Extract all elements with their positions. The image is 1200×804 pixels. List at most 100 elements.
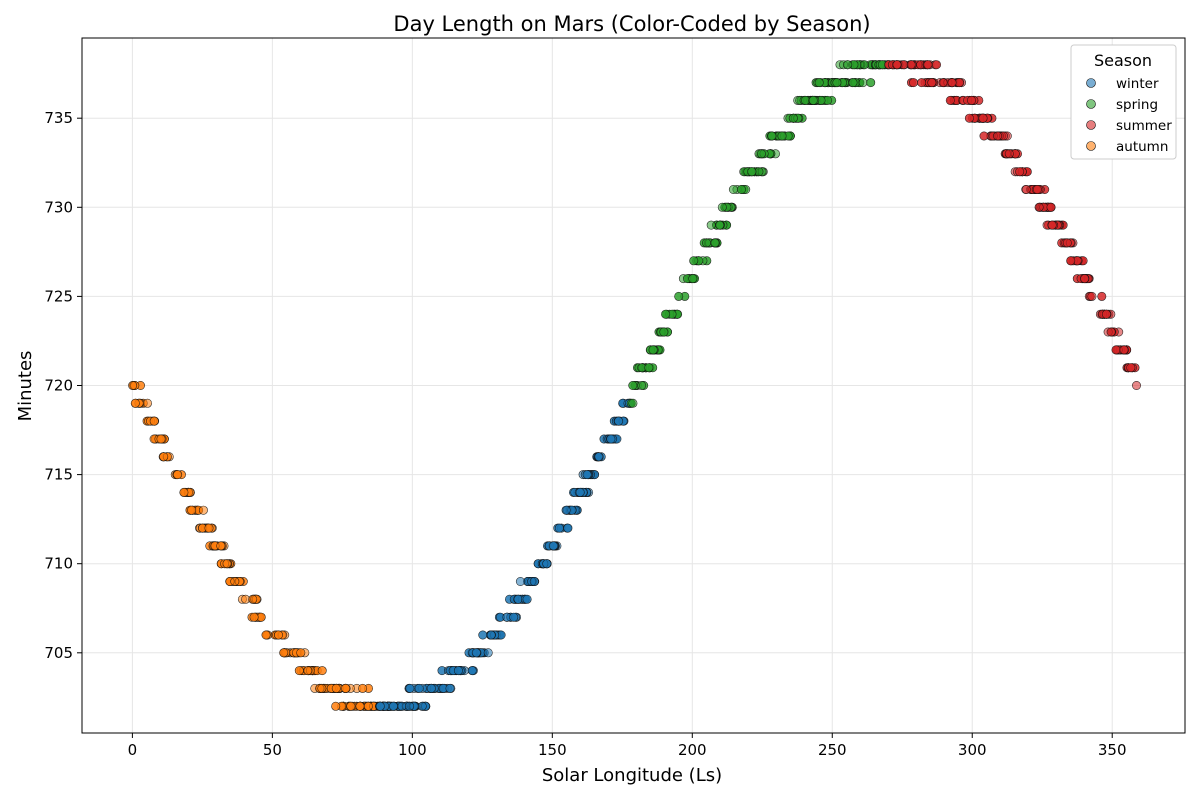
data-point	[1097, 291, 1107, 301]
y-axis-label: Minutes	[15, 351, 36, 422]
data-point	[1015, 167, 1025, 177]
data-point	[628, 380, 638, 390]
data-point	[808, 95, 818, 105]
data-point	[346, 701, 356, 711]
series-winter	[374, 398, 635, 711]
data-point	[814, 78, 824, 88]
data-point	[945, 95, 955, 105]
legend-marker-winter	[1086, 78, 1096, 88]
data-point	[529, 576, 539, 586]
data-point	[661, 309, 671, 319]
data-point	[1132, 380, 1142, 390]
data-point	[542, 559, 552, 569]
data-point	[130, 398, 140, 408]
x-tick-label: 200	[678, 741, 707, 759]
data-point	[405, 701, 415, 711]
data-point	[908, 78, 918, 88]
data-point	[561, 505, 571, 515]
data-point	[978, 113, 988, 123]
data-point	[554, 523, 564, 533]
x-tick-label: 300	[958, 741, 987, 759]
legend-title: Season	[1094, 51, 1152, 70]
data-point	[717, 202, 727, 212]
data-point	[515, 576, 525, 586]
data-point	[279, 648, 289, 658]
data-point	[858, 78, 868, 88]
data-point	[644, 363, 654, 373]
data-point	[143, 398, 153, 408]
x-axis-ticks: 0 50 100 150 200 250 300 350	[128, 733, 1127, 759]
data-point	[832, 78, 842, 88]
data-point	[156, 434, 166, 444]
data-point	[1021, 185, 1031, 195]
data-point	[947, 78, 957, 88]
data-point	[938, 78, 948, 88]
data-point	[1004, 149, 1014, 159]
y-tick-label: 710	[44, 555, 73, 573]
data-point	[522, 594, 532, 604]
data-point	[614, 416, 624, 426]
data-point	[931, 60, 941, 70]
data-point	[993, 131, 1003, 141]
data-point	[248, 594, 258, 604]
data-point	[689, 256, 699, 266]
data-point	[892, 60, 902, 70]
data-point	[1032, 185, 1042, 195]
data-point	[906, 60, 916, 70]
legend-label-spring: spring	[1116, 97, 1158, 113]
data-point	[483, 648, 493, 658]
data-point	[1047, 220, 1057, 230]
y-tick-label: 720	[44, 377, 73, 395]
data-point	[688, 274, 698, 284]
data-point	[179, 487, 189, 497]
series-autumn	[128, 380, 394, 711]
data-point	[149, 416, 159, 426]
data-point	[198, 505, 208, 515]
y-tick-label: 725	[44, 287, 73, 305]
data-point	[659, 327, 669, 337]
data-point	[747, 167, 757, 177]
data-point	[1101, 309, 1111, 319]
data-point	[222, 559, 232, 569]
chart-title: Day Length on Mars (Color-Coded by Seaso…	[393, 12, 870, 36]
x-tick-label: 100	[398, 741, 427, 759]
data-point	[204, 523, 214, 533]
data-point	[628, 398, 638, 408]
data-point	[777, 131, 787, 141]
data-point	[187, 505, 197, 515]
data-point	[648, 345, 658, 355]
series-spring	[626, 60, 893, 408]
legend-marker-autumn	[1086, 141, 1096, 151]
x-tick-label: 350	[1098, 741, 1127, 759]
data-point	[866, 78, 876, 88]
y-axis-ticks: 705 710 715 720 725 730 735	[44, 109, 82, 662]
data-point	[303, 666, 313, 676]
data-point	[397, 701, 407, 711]
data-point	[979, 131, 989, 141]
data-point	[548, 541, 558, 551]
series-summer	[884, 60, 1142, 390]
data-point	[331, 683, 341, 693]
data-point	[637, 380, 647, 390]
data-point	[375, 701, 385, 711]
legend: Season winter spring summer autumn	[1070, 44, 1177, 160]
data-point	[341, 683, 351, 693]
data-point	[927, 78, 937, 88]
data-point	[674, 291, 684, 301]
data-point	[756, 149, 766, 159]
data-point	[575, 487, 585, 497]
data-point	[173, 470, 183, 480]
data-point	[273, 630, 283, 640]
grid-lines	[82, 38, 1185, 733]
data-point	[1062, 238, 1072, 248]
data-point	[1126, 363, 1136, 373]
data-point	[467, 666, 477, 676]
data-point	[388, 701, 398, 711]
data-point	[1111, 345, 1121, 355]
data-point	[563, 523, 573, 533]
x-axis-label: Solar Longitude (Ls)	[542, 765, 722, 786]
data-point	[331, 701, 341, 711]
data-point	[317, 666, 327, 676]
